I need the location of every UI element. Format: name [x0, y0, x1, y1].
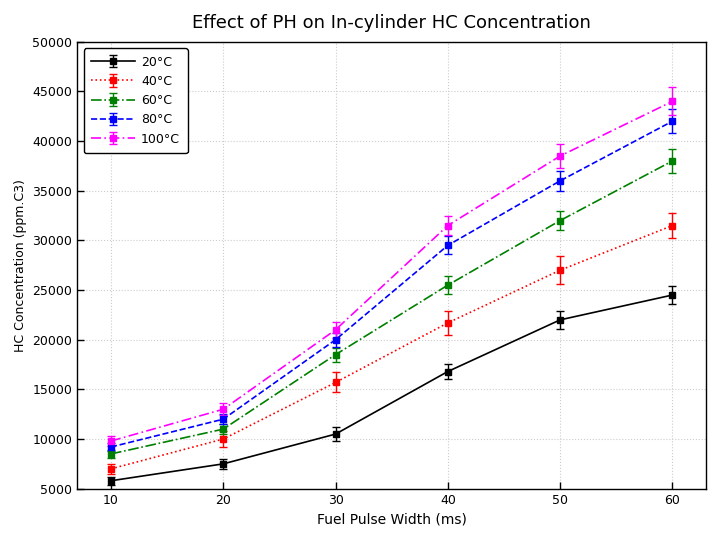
Title: Effect of PH on In-cylinder HC Concentration: Effect of PH on In-cylinder HC Concentra… — [192, 14, 591, 32]
Legend: 20°C, 40°C, 60°C, 80°C, 100°C: 20°C, 40°C, 60°C, 80°C, 100°C — [84, 48, 187, 153]
Y-axis label: HC Concentration (ppm.C3): HC Concentration (ppm.C3) — [14, 179, 27, 352]
X-axis label: Fuel Pulse Width (ms): Fuel Pulse Width (ms) — [317, 512, 467, 526]
